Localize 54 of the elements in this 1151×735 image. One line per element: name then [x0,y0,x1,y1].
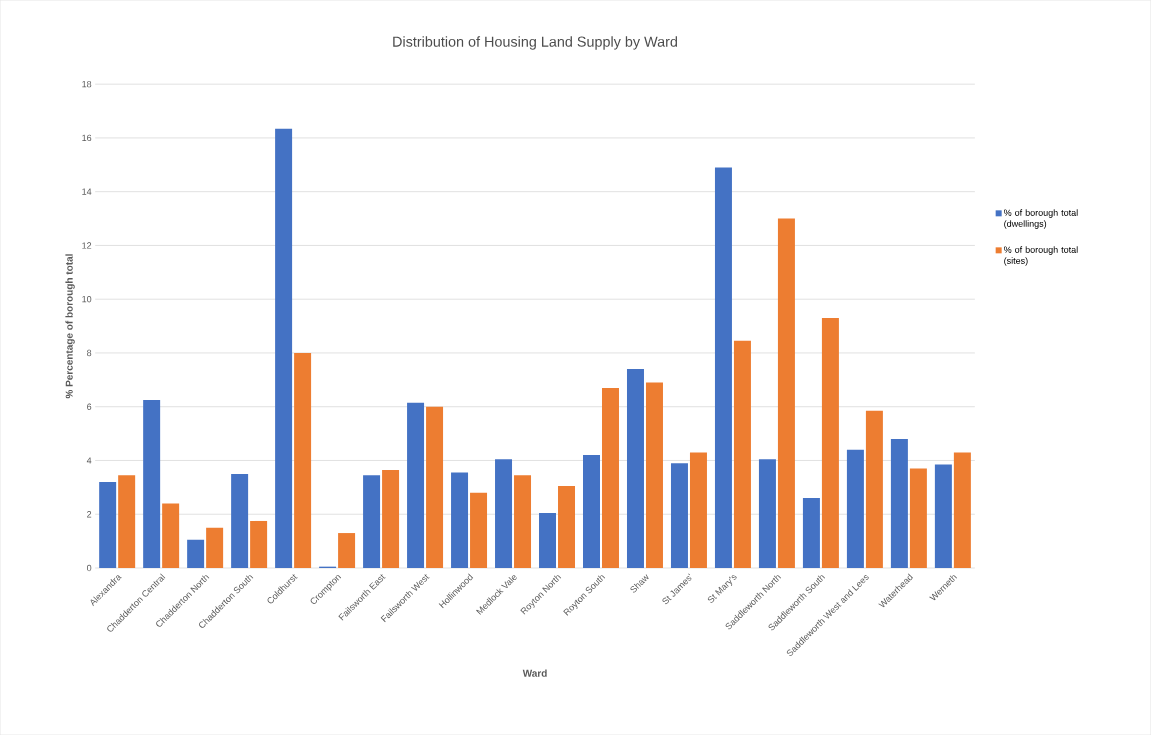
bar [451,472,469,568]
bar [231,473,249,568]
y-tick-label: 0 [86,564,92,572]
bar [846,449,864,568]
bar [890,438,908,568]
bar [865,410,883,568]
bar [187,539,205,568]
bar [909,468,927,568]
legend-label: % of borough total (sites) [1003,246,1078,266]
y-tick-label: 2 [87,511,92,518]
bar [802,498,820,568]
y-tick-label: 18 [82,80,92,88]
bar [645,382,663,568]
bar [118,475,136,568]
bar [426,406,444,568]
y-tick-label: 16 [82,134,92,142]
bar [714,167,732,568]
y-tick-label: 4 [86,457,92,464]
bar [670,463,688,568]
bar [514,475,532,568]
bar [953,452,971,568]
legend-label: % of borough total (dwellings) [1003,209,1078,229]
bar [495,459,513,568]
y-axis-title: % Percentage of borough total [65,254,75,399]
y-tick-label: 10 [82,295,92,303]
bar [275,128,293,568]
bar [583,455,600,568]
bar [99,481,117,568]
bar [162,503,180,568]
bar [382,469,400,568]
bar [733,340,751,568]
bar [470,492,488,568]
bar [206,527,224,568]
y-tick-label: 12 [82,242,92,249]
bar [934,464,952,568]
bar [539,512,557,568]
bar [758,459,776,568]
x-axis-title: Ward [522,669,547,677]
y-tick-label: 8 [87,349,92,357]
chart-title: Distribution of Housing Land Supply by Ward [393,36,677,50]
y-tick-label: 14 [82,188,92,195]
bar [363,475,381,568]
bar [558,485,576,568]
bar [407,402,425,568]
bar [143,399,161,568]
bar [626,369,644,568]
bar [777,218,795,568]
bar [821,317,839,568]
bar [602,387,619,568]
y-tick-label: 6 [87,403,92,410]
bar [250,520,268,568]
bar [338,532,356,568]
bar [689,452,707,568]
bar [294,352,312,568]
